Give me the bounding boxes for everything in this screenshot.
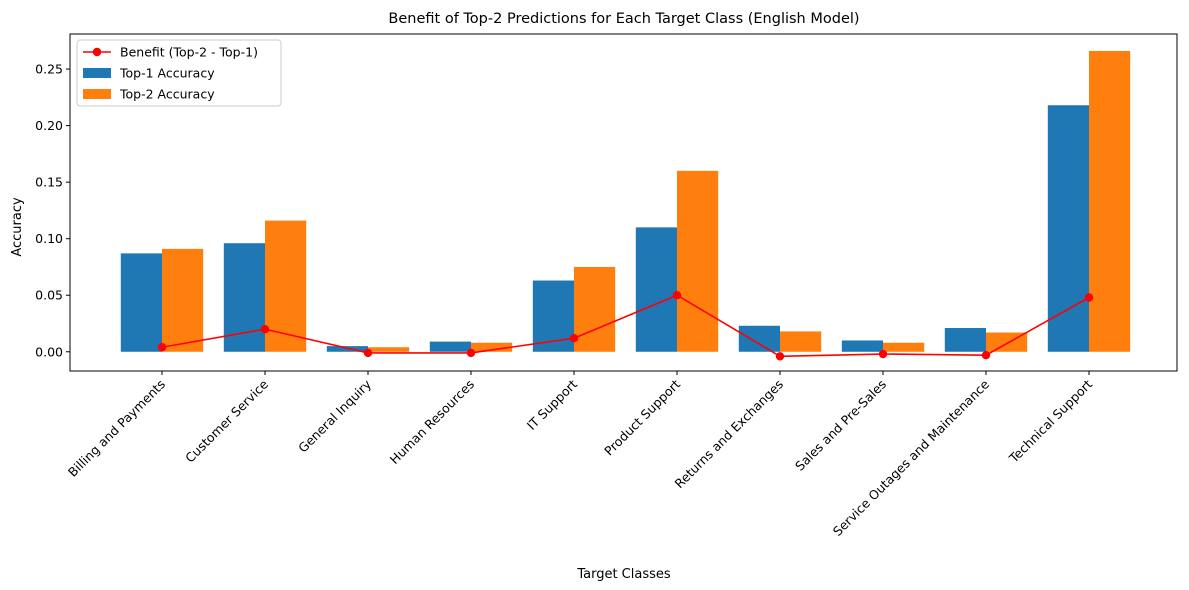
top1-bar-6 bbox=[635, 227, 677, 352]
benefit-point-9 bbox=[981, 350, 991, 360]
top1-bar-8 bbox=[841, 340, 883, 352]
benefit-point-5 bbox=[569, 334, 579, 343]
x-tick-label: Customer Service bbox=[182, 376, 271, 465]
top2-bar-2 bbox=[265, 220, 307, 352]
x-tick-label: Sales and Pre-Sales bbox=[792, 377, 889, 474]
x-tick-label: Technical Support bbox=[1005, 376, 1095, 466]
benefit-point-4 bbox=[466, 348, 476, 358]
benefit-point-6 bbox=[672, 291, 682, 300]
top2-bar-7 bbox=[780, 331, 822, 352]
benefit-point-10 bbox=[1084, 293, 1094, 302]
x-tick-label: IT Support bbox=[524, 376, 580, 432]
top1-bar-2 bbox=[223, 243, 265, 352]
benefit-point-8 bbox=[878, 349, 888, 359]
top2-bar-4 bbox=[471, 342, 513, 352]
y-tick-label: 0.00 bbox=[35, 344, 63, 359]
top1-bar-10 bbox=[1047, 105, 1089, 352]
top2-bar-10 bbox=[1089, 50, 1131, 352]
legend-label: Top-1 Accuracy bbox=[119, 66, 215, 81]
x-tick-label: General Inquiry bbox=[295, 376, 374, 455]
top1-bar-1 bbox=[120, 253, 162, 352]
y-axis-title: Accuracy bbox=[10, 197, 25, 257]
top2-bar-6 bbox=[677, 170, 719, 352]
y-tick-label: 0.10 bbox=[35, 231, 63, 246]
legend-bar-swatch bbox=[83, 89, 111, 99]
top1-bar-7 bbox=[738, 325, 780, 352]
benefit-line bbox=[161, 294, 1090, 358]
benefit-point-2 bbox=[260, 324, 270, 334]
benefit-point-3 bbox=[363, 348, 373, 358]
legend-bar-swatch bbox=[83, 68, 111, 78]
plot-area: 0.00 0.05 0.10 0.15 0.20 0.25 Billing and Paym… bbox=[35, 33, 1178, 539]
top2-bar-1 bbox=[162, 248, 204, 352]
y-tick-label: 0.15 bbox=[35, 175, 63, 190]
y-tick-label: 0.05 bbox=[35, 288, 63, 303]
top1-bar-4 bbox=[429, 341, 471, 352]
top1-bar-9 bbox=[944, 328, 986, 352]
y-tick-label: 0.25 bbox=[35, 62, 63, 77]
y-tick-label: 0.20 bbox=[35, 118, 63, 133]
x-tick-label: Human Resources bbox=[387, 377, 477, 467]
top2-bar-5 bbox=[574, 266, 616, 352]
benefit-point-1 bbox=[157, 343, 167, 352]
x-tick-label: Billing and Payments bbox=[65, 377, 168, 480]
top2-bar-3 bbox=[368, 347, 410, 352]
x-axis-title: Target Classes bbox=[576, 567, 671, 582]
x-tick-label: Product Support bbox=[601, 376, 683, 458]
benefit-point-7 bbox=[775, 352, 785, 361]
x-tick-label: Returns and Exchanges bbox=[672, 377, 787, 492]
legend-frame bbox=[76, 39, 282, 107]
top2-bar-8 bbox=[883, 342, 925, 352]
chart-title: Benefit of Top-2 Predictions for Each Ta… bbox=[388, 11, 859, 27]
axes-frame bbox=[69, 33, 1178, 372]
legend-marker-swatch bbox=[92, 47, 102, 57]
legend-label: Benefit (Top-2 - Top-1) bbox=[120, 45, 258, 60]
legend-label: Top-2 Accuracy bbox=[119, 87, 215, 102]
legend: Benefit (Top-2 - Top-1) Top-1 Accuracy Top… bbox=[76, 39, 282, 107]
